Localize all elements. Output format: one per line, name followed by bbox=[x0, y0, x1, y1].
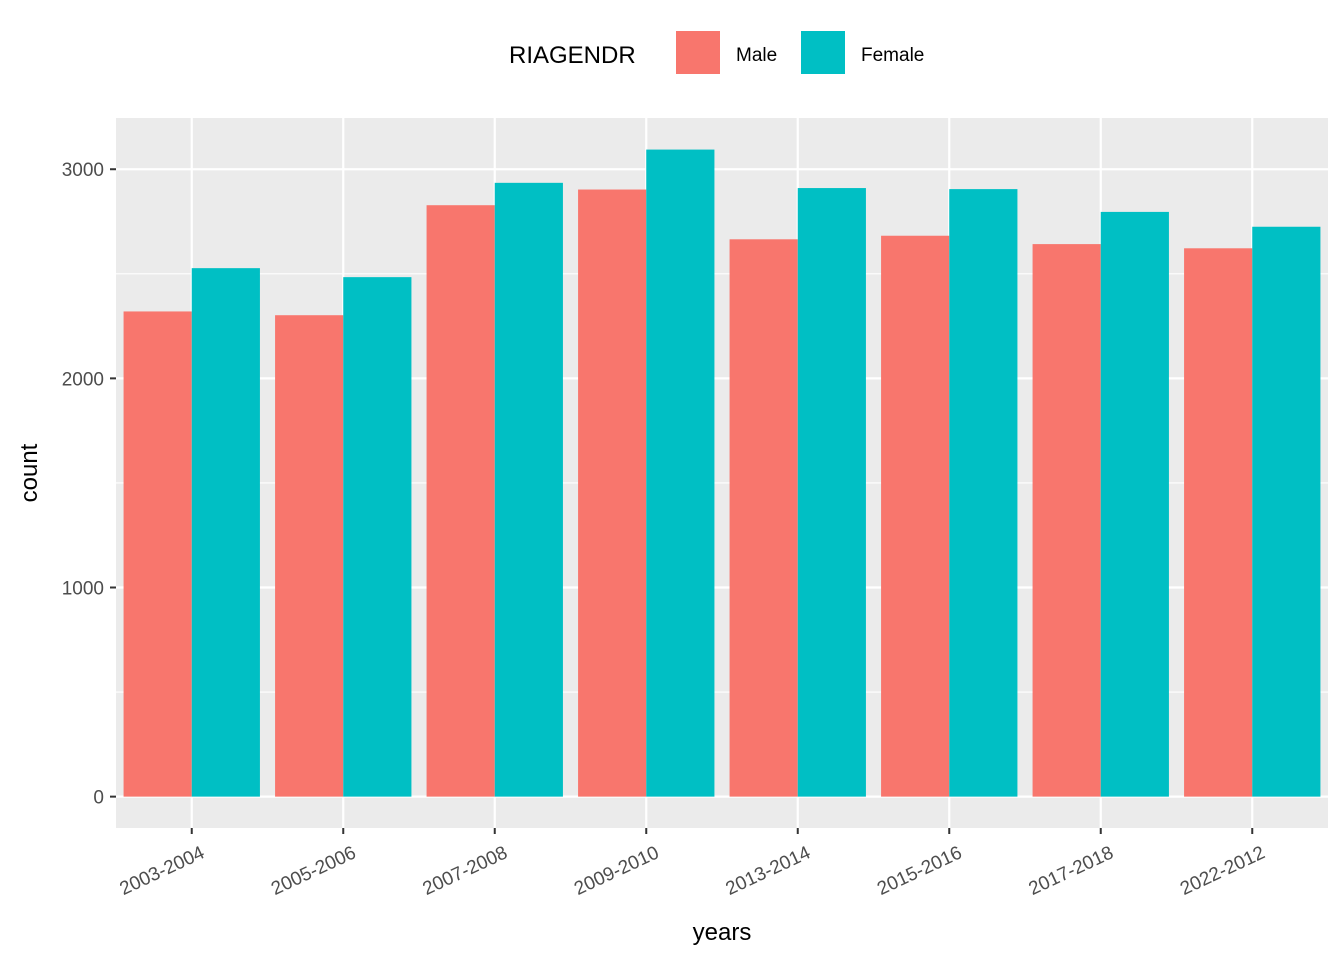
bar-female-2003-2004 bbox=[191, 268, 260, 797]
y-tick-label: 3000 bbox=[62, 160, 104, 181]
x-axis: 2003-2004 2005-2006 2007-2008 2009-2010 2013… bbox=[117, 828, 1268, 900]
y-tick-label: 1000 bbox=[62, 578, 104, 599]
legend-label-male: Male bbox=[736, 45, 777, 66]
legend-label-female: Female bbox=[861, 45, 924, 66]
y-axis-title: count bbox=[16, 443, 43, 502]
bar-male-2022-2012 bbox=[1184, 248, 1253, 797]
y-tick-label: 2000 bbox=[62, 369, 104, 390]
x-tick-label: 2013-2014 bbox=[723, 842, 815, 900]
legend-title: RIAGENDR bbox=[509, 42, 636, 69]
x-axis-title: years bbox=[693, 919, 752, 946]
bar-female-2009-2010 bbox=[646, 149, 715, 797]
y-tick-label: 0 bbox=[93, 788, 104, 809]
x-tick-label: 2005-2006 bbox=[268, 842, 359, 899]
bar-male-2017-2018 bbox=[1032, 244, 1101, 797]
bar-female-2015-2016 bbox=[949, 189, 1018, 797]
bar-female-2017-2018 bbox=[1100, 211, 1169, 797]
bar-female-2022-2012 bbox=[1252, 226, 1321, 797]
legend: RIAGENDR Male Female bbox=[509, 31, 924, 74]
x-tick-label: 2017-2018 bbox=[1026, 842, 1117, 899]
bar-male-2007-2008 bbox=[426, 205, 495, 797]
x-tick-label: 2007-2008 bbox=[420, 842, 511, 899]
bar-male-2009-2010 bbox=[578, 189, 647, 797]
x-tick-label: 2022-2012 bbox=[1177, 842, 1268, 899]
x-tick-label: 2003-2004 bbox=[117, 842, 209, 900]
x-tick-label: 2009-2010 bbox=[571, 842, 662, 899]
bar-male-2005-2006 bbox=[275, 315, 344, 797]
x-tick-label: 2015-2016 bbox=[874, 842, 965, 899]
bar-male-2013-2014 bbox=[729, 239, 798, 797]
bar-male-2003-2004 bbox=[123, 311, 192, 797]
bar-female-2005-2006 bbox=[343, 277, 412, 797]
bar-female-2013-2014 bbox=[797, 188, 866, 797]
legend-key-female bbox=[801, 31, 845, 74]
legend-key-male bbox=[676, 31, 720, 74]
bars bbox=[123, 149, 1321, 797]
bar-female-2007-2008 bbox=[494, 182, 563, 797]
bar-male-2015-2016 bbox=[881, 235, 950, 797]
y-axis: 0 1000 2000 3000 bbox=[62, 160, 116, 809]
